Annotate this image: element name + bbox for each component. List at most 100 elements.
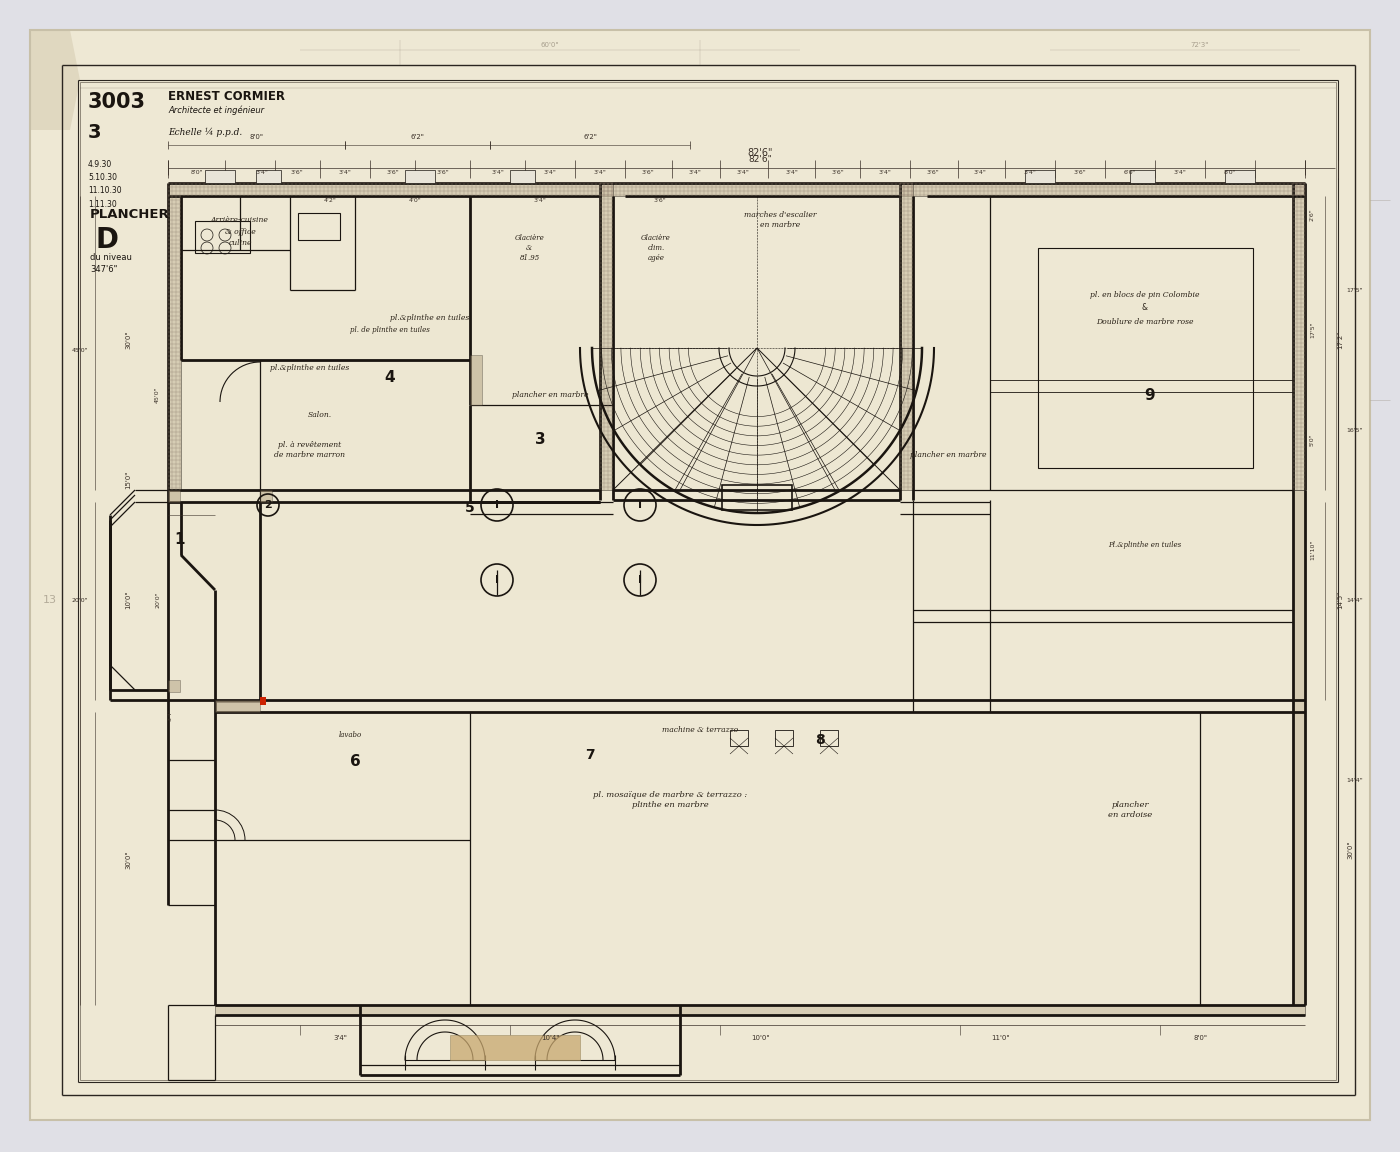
Text: 9: 9: [1145, 387, 1155, 402]
Text: 11'10": 11'10": [1310, 540, 1315, 560]
Bar: [820, 730, 839, 746]
Text: 2'6": 2'6": [1310, 209, 1315, 221]
Text: 3'4": 3'4": [1023, 169, 1036, 174]
Text: 3'4": 3'4": [689, 169, 701, 174]
Text: 3'4": 3'4": [543, 169, 556, 174]
Text: 13: 13: [43, 594, 57, 605]
Bar: [449, 1034, 580, 1060]
Text: pl. de plinthe en tuiles: pl. de plinthe en tuiles: [350, 326, 430, 334]
Text: plancher en marbre: plancher en marbre: [512, 391, 588, 399]
Text: Architecte et ingénieur: Architecte et ingénieur: [168, 105, 265, 115]
Bar: [1025, 170, 1056, 183]
Text: machine & terrazzo: machine & terrazzo: [662, 726, 738, 734]
Text: 16'5": 16'5": [1347, 427, 1364, 432]
Text: Pl.&plinthe en tuiles: Pl.&plinthe en tuiles: [1109, 541, 1182, 550]
Text: 30'0": 30'0": [125, 331, 132, 349]
Text: 17'5": 17'5": [1347, 288, 1364, 293]
Text: 82'6": 82'6": [748, 147, 773, 158]
Text: 14'4": 14'4": [1347, 598, 1364, 602]
Bar: [722, 485, 792, 510]
Text: 1: 1: [175, 532, 185, 547]
Text: 3'4": 3'4": [491, 169, 504, 174]
Text: 347'6": 347'6": [90, 265, 118, 273]
Bar: [168, 490, 181, 502]
Text: plancher
en ardoise: plancher en ardoise: [1107, 801, 1152, 819]
Text: Doublure de marbre rose: Doublure de marbre rose: [1096, 318, 1194, 326]
Bar: [1225, 170, 1254, 183]
Bar: [260, 697, 266, 705]
Text: 3'4": 3'4": [533, 197, 546, 203]
Bar: [470, 355, 482, 406]
Text: 7: 7: [585, 748, 595, 761]
Text: 3003: 3003: [88, 92, 146, 112]
Text: 20'0": 20'0": [155, 592, 160, 608]
Text: 3'4": 3'4": [168, 708, 174, 721]
Text: 3'6": 3'6": [1074, 169, 1086, 174]
Bar: [1294, 183, 1305, 490]
Text: 3'6": 3'6": [291, 169, 304, 174]
Text: 4: 4: [385, 371, 395, 386]
Text: 14'5": 14'5": [1337, 591, 1343, 609]
Text: 3'4": 3'4": [973, 169, 987, 174]
Text: 17'5": 17'5": [1310, 321, 1315, 339]
Text: 5'0": 5'0": [1310, 433, 1315, 446]
Text: 8: 8: [815, 733, 825, 746]
Text: PLANCHER: PLANCHER: [90, 209, 169, 221]
Bar: [260, 490, 272, 502]
Polygon shape: [29, 30, 80, 130]
Text: 3'6": 3'6": [654, 197, 666, 203]
Text: 3'4": 3'4": [879, 169, 892, 174]
Bar: [195, 221, 251, 253]
Bar: [1294, 490, 1305, 1005]
Bar: [776, 730, 792, 746]
Text: 30'0": 30'0": [125, 850, 132, 870]
Bar: [405, 170, 435, 183]
Text: 6: 6: [350, 755, 360, 770]
Text: 3'6": 3'6": [386, 169, 399, 174]
Text: I: I: [496, 575, 498, 585]
Text: 10'0": 10'0": [750, 1034, 769, 1041]
Text: I: I: [638, 575, 643, 585]
Text: 10'4": 10'4": [540, 1034, 559, 1041]
Text: pl.&plinthe en tuiles: pl.&plinthe en tuiles: [270, 364, 350, 372]
Text: 2: 2: [265, 500, 272, 510]
Text: Arrière-cuisine: Arrière-cuisine: [211, 217, 269, 223]
Text: 8'0": 8'0": [249, 134, 263, 141]
Text: pl. à revêtement
de marbre marron: pl. à revêtement de marbre marron: [274, 441, 346, 460]
Text: 8'0": 8'0": [190, 169, 203, 174]
Text: 5: 5: [465, 501, 475, 515]
Text: 45'0": 45'0": [71, 348, 88, 353]
Text: 3'4": 3'4": [1173, 169, 1186, 174]
Text: lavabo: lavabo: [339, 732, 361, 738]
Text: 17'2": 17'2": [1337, 331, 1343, 349]
Text: Salon.: Salon.: [308, 411, 332, 419]
Bar: [1037, 248, 1253, 468]
Text: Echelle ¼ p.p.d.: Echelle ¼ p.p.d.: [168, 128, 242, 137]
Text: I: I: [638, 500, 643, 510]
Bar: [510, 170, 535, 183]
Text: 3'4": 3'4": [785, 169, 798, 174]
Bar: [216, 1005, 1305, 1015]
Text: 3'4": 3'4": [736, 169, 749, 174]
Text: 14'4": 14'4": [1347, 778, 1364, 782]
Bar: [1130, 170, 1155, 183]
Bar: [204, 170, 235, 183]
Text: D: D: [95, 226, 119, 253]
Text: 3'4": 3'4": [594, 169, 606, 174]
Text: Glacière
& 
81.95: Glacière & 81.95: [515, 234, 545, 262]
Text: 11'0": 11'0": [991, 1034, 1009, 1041]
Text: 4'0": 4'0": [409, 197, 421, 203]
Bar: [29, 300, 1371, 600]
Text: 60'0": 60'0": [540, 41, 559, 48]
Text: 10'0": 10'0": [125, 591, 132, 609]
Text: 45'0": 45'0": [155, 387, 160, 403]
Text: pl.&plinthe en tuiles: pl.&plinthe en tuiles: [391, 314, 469, 323]
Text: & office: & office: [224, 228, 255, 236]
Text: 6'2": 6'2": [582, 134, 596, 141]
Text: 8'0": 8'0": [1224, 169, 1236, 174]
Text: 3: 3: [88, 122, 101, 142]
Text: &: &: [1142, 303, 1148, 312]
Text: marches d'escalier
en marbre: marches d'escalier en marbre: [743, 212, 816, 228]
Text: 3'4": 3'4": [339, 169, 351, 174]
Text: 3'4": 3'4": [333, 1034, 347, 1041]
